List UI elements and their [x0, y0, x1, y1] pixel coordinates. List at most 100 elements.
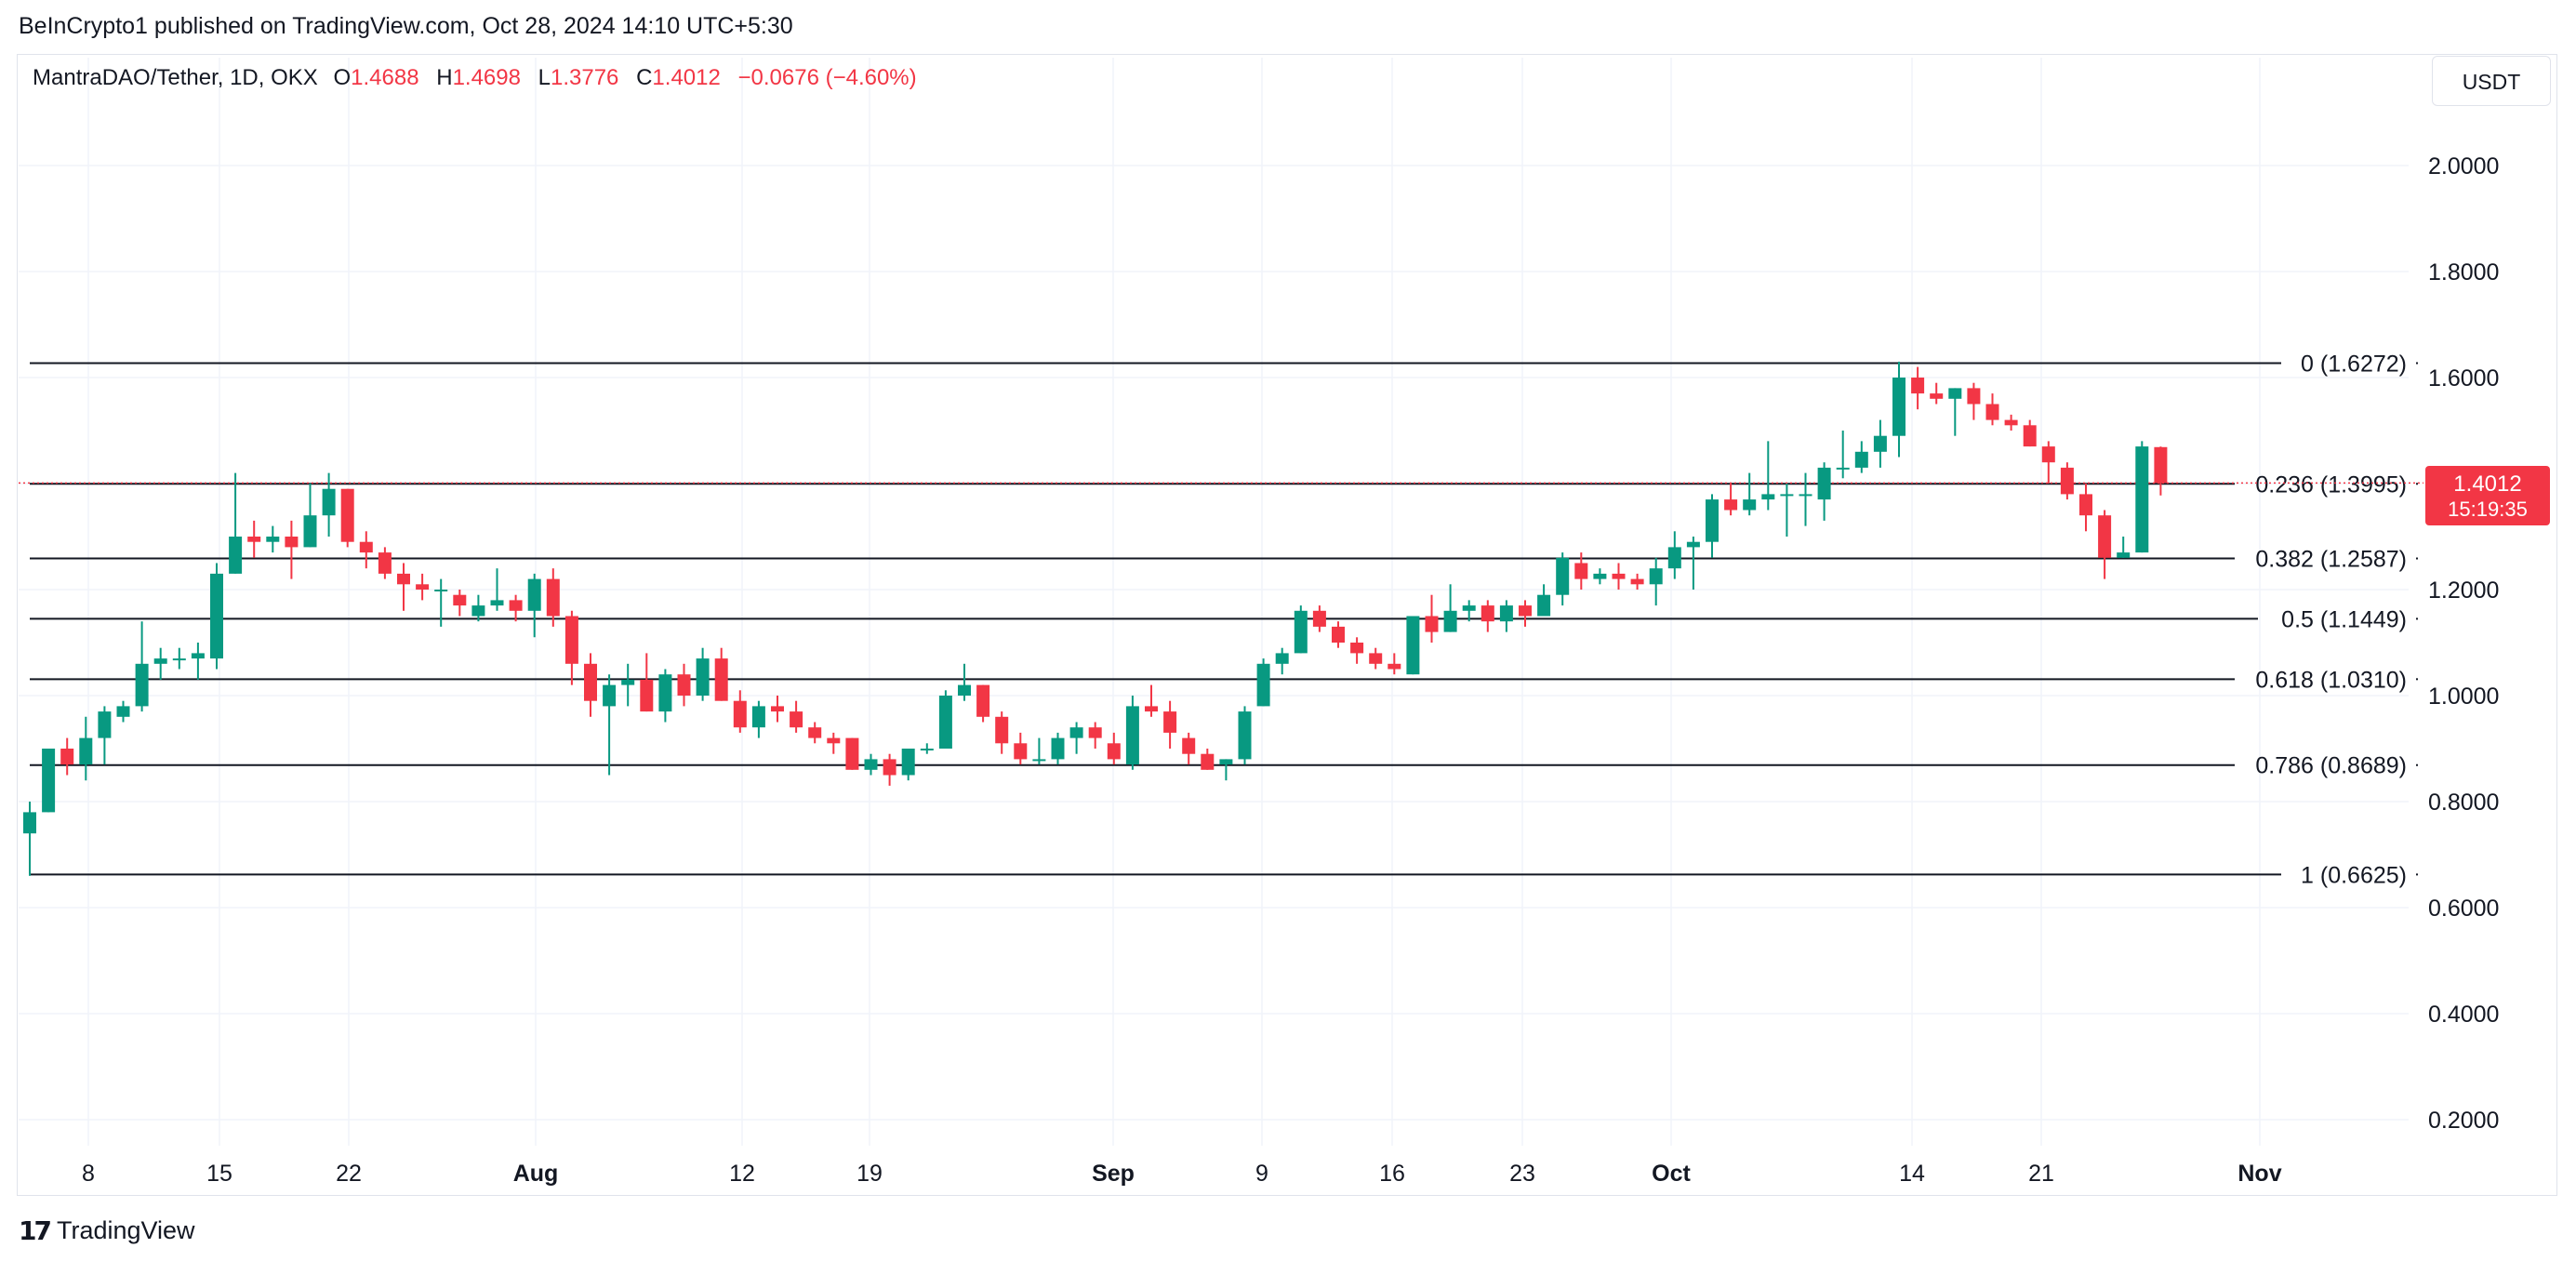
candle-body [322, 488, 336, 516]
x-tick-label: 16 [1379, 1161, 1405, 1187]
candle-down [790, 700, 803, 733]
candle-down [1145, 684, 1158, 717]
candle-body [714, 658, 728, 701]
candle-body [359, 541, 373, 553]
y-axis[interactable]: 2.00001.80001.60001.40001.20001.00000.80… [2428, 153, 2499, 1134]
candle-body [1388, 663, 1401, 670]
candle-body [864, 759, 878, 770]
candle-down [845, 737, 859, 770]
candle-body [1499, 605, 1513, 622]
fib-level-label: 0.5 (1.1449) [2281, 606, 2407, 632]
candle-up [1743, 472, 1757, 516]
candle-up [958, 663, 971, 701]
candle-body [2079, 494, 2092, 516]
candle-body [1425, 616, 1439, 632]
y-tick-label: 0.2000 [2428, 1108, 2499, 1134]
symbol-name[interactable]: MantraDAO/Tether, 1D, OKX [33, 65, 318, 90]
candle-down [546, 568, 560, 627]
candle-body [1145, 706, 1158, 712]
candle-body [1107, 743, 1121, 760]
x-tick-label: 21 [2028, 1161, 2054, 1187]
open-label: O [333, 65, 352, 90]
candle-body [153, 658, 167, 664]
candle-body [527, 578, 541, 611]
candle-down [733, 690, 747, 733]
candle-down [453, 590, 467, 617]
x-tick-label: 9 [1255, 1161, 1268, 1187]
candle-up [172, 647, 186, 670]
candle-body [958, 684, 971, 696]
candle-up [229, 472, 243, 574]
candle-up [322, 472, 336, 537]
candle-body [1761, 494, 1775, 500]
candle-down [1182, 732, 1196, 765]
high-value: 1.4698 [452, 65, 521, 90]
candle-up [153, 647, 167, 680]
candle-up [658, 669, 672, 723]
x-axis[interactable]: 8 15 22 Aug 12 19 Sep 9 16 23 Oct 14 21 Nov [82, 1161, 2282, 1187]
symbol-legend: MantraDAO/Tether, 1D, OKX O1.4688 H1.469… [33, 65, 928, 91]
low-value: 1.3776 [551, 65, 619, 90]
candle-body [733, 700, 747, 728]
candle-body [677, 674, 691, 696]
candle-body [509, 600, 523, 611]
candle-up [1499, 600, 1513, 632]
candle-down [2060, 462, 2074, 500]
tradingview-logo[interactable]: 17 TradingView [19, 1215, 195, 1246]
candle-down [509, 594, 523, 622]
candle-body [1201, 753, 1215, 770]
candle-body [191, 653, 205, 659]
candle-body [1612, 573, 1626, 579]
candle-body [2041, 446, 2055, 463]
candle-body [1294, 610, 1308, 654]
candle-body [808, 727, 822, 738]
candle-up [1294, 605, 1308, 654]
candle-body [303, 515, 317, 548]
candle-down [1312, 605, 1326, 632]
candle-body [658, 674, 672, 712]
candle-up [210, 563, 223, 670]
candle-body [1985, 404, 1999, 420]
candle-down [1481, 600, 1494, 632]
candle-body [976, 684, 990, 717]
candle-body [883, 759, 896, 776]
candle-down [2023, 419, 2037, 447]
change-value: −0.0676 (−4.60%) [737, 65, 917, 90]
candle-body [1911, 378, 1925, 394]
candle-down [2041, 441, 2055, 484]
candle-down [1724, 484, 1738, 516]
candle-up [266, 525, 280, 553]
candle-body [1275, 653, 1289, 664]
candle-down [677, 663, 691, 707]
candle-down [285, 520, 299, 579]
candle-body [603, 684, 617, 707]
tradingview-logo-icon: 17 [19, 1215, 52, 1246]
candle-body [210, 573, 223, 659]
candle-up [1032, 737, 1046, 765]
candle-body [416, 584, 430, 590]
candle-up [1892, 361, 1905, 458]
candle-down [1519, 600, 1532, 627]
candle-body [340, 488, 354, 542]
candle-up [1761, 441, 1775, 511]
candles [23, 361, 2168, 876]
fib-level-label: 0.618 (1.0310) [2255, 667, 2407, 693]
candle-up [1443, 584, 1457, 632]
last-price-value: 1.4012 [2453, 471, 2522, 497]
candle-up [23, 802, 36, 876]
candle-body [2135, 446, 2149, 553]
candle-body [1350, 643, 1364, 654]
candle-up [42, 749, 56, 813]
candle-body [640, 679, 654, 712]
candle-down [827, 732, 841, 754]
candle-up [1873, 419, 1887, 468]
fib-level-label: 0 (1.6272) [2301, 351, 2407, 377]
candle-up [490, 568, 504, 611]
candle-body [229, 537, 243, 574]
candle-body [1256, 663, 1270, 707]
candle-down [640, 653, 654, 712]
y-tick-label: 2.0000 [2428, 153, 2499, 179]
currency-button[interactable]: USDT [2432, 56, 2551, 106]
x-tick-label: Nov [2237, 1161, 2281, 1187]
